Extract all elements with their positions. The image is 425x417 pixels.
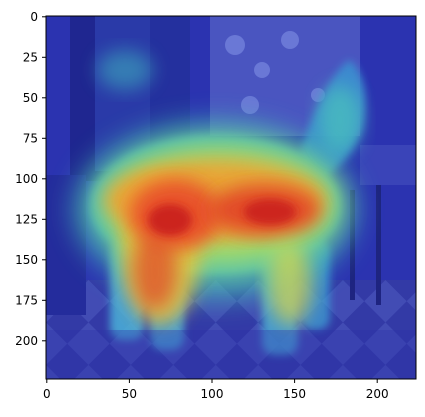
y-axis: 0 25 50 75 100 125 150 175 200 xyxy=(15,10,46,348)
heatmap-image xyxy=(46,16,416,379)
y-tick-label: 200 xyxy=(15,334,38,348)
heatmap-activation xyxy=(75,50,362,325)
y-tick-label: 75 xyxy=(23,132,38,146)
y-tick-label: 25 xyxy=(23,51,38,65)
x-tick-label: 150 xyxy=(283,387,306,401)
y-tick-label: 100 xyxy=(15,172,38,186)
x-tick-label: 200 xyxy=(366,387,389,401)
y-tick-label: 50 xyxy=(23,91,38,105)
x-axis: 0 50 100 150 200 xyxy=(43,379,389,401)
x-tick-label: 100 xyxy=(201,387,224,401)
x-tick-label: 0 xyxy=(43,387,51,401)
y-tick-label: 150 xyxy=(15,253,38,267)
y-tick-label: 125 xyxy=(15,213,38,227)
y-tick-label: 0 xyxy=(30,10,38,24)
plot-frame xyxy=(45,15,417,380)
x-tick-label: 50 xyxy=(122,387,137,401)
y-tick-label: 175 xyxy=(15,294,38,308)
